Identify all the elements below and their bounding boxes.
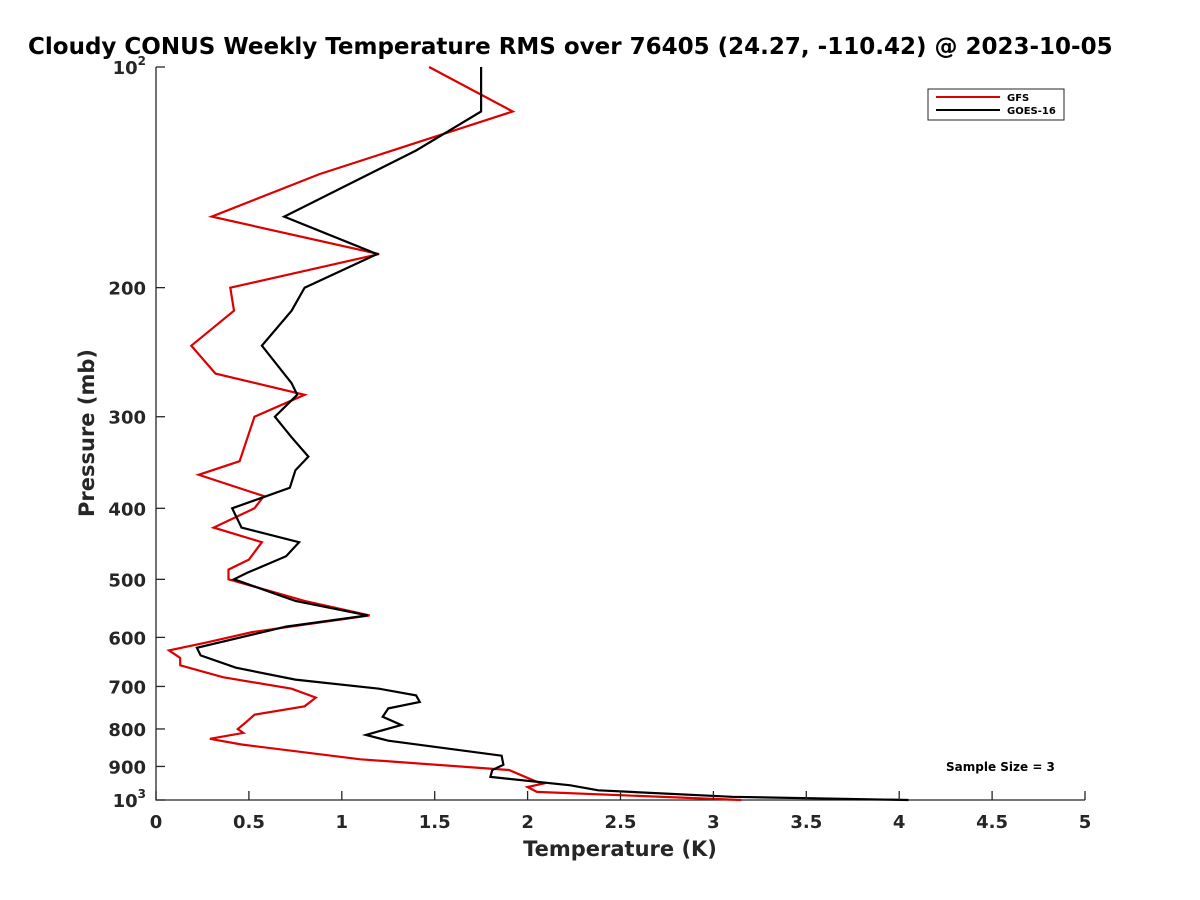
x-tick-label: 2.5: [605, 812, 637, 833]
x-ticks: 0 0.5 1 1.5 2 2.5 3 3.5 4 4.5 5: [150, 791, 1092, 833]
series-line-goes16: [195, 67, 909, 802]
y-tick-label: 300: [108, 408, 146, 429]
sample-size-annotation: Sample Size = 3: [946, 760, 1055, 774]
y-tick-label: 500: [108, 570, 146, 591]
legend-label-goes16: GOES-16: [1007, 106, 1056, 117]
x-axis-label: Temperature (K): [523, 837, 717, 861]
plot-area: 0 0.5 1 1.5 2 2.5 3 3.5 4 4.5 5 102 200 300 400 500 600…: [108, 54, 1091, 833]
y-tick-label: 102: [113, 54, 146, 79]
x-tick-label: 2: [521, 812, 534, 833]
y-tick-label: 400: [108, 499, 146, 520]
legend-label-gfs: GFS: [1007, 93, 1029, 104]
x-tick-label: 4.5: [976, 812, 1008, 833]
x-tick-label: 1: [336, 812, 349, 833]
y-tick-label: 700: [108, 677, 146, 698]
x-tick-label: 0: [150, 812, 163, 833]
y-ticks: 102 200 300 400 500 600 700 800 900 103: [108, 54, 165, 812]
legend: GFS GOES-16: [927, 88, 1065, 121]
y-tick-label: 200: [108, 279, 146, 300]
y-tick-label: 800: [108, 720, 146, 741]
legend-box: [927, 88, 1065, 121]
y-tick-label: 103: [113, 787, 146, 812]
series-layer: [166, 66, 909, 802]
series-line-gfs: [166, 66, 742, 802]
y-axis-label: Pressure (mb): [75, 349, 99, 517]
x-tick-label: 3: [707, 812, 720, 833]
x-tick-label: 3.5: [790, 812, 822, 833]
y-tick-label: 900: [108, 757, 146, 778]
x-tick-label: 1.5: [419, 812, 451, 833]
y-tick-label: 600: [108, 628, 146, 649]
x-tick-label: 0.5: [233, 812, 265, 833]
x-tick-label: 5: [1079, 812, 1092, 833]
chart-title: Cloudy CONUS Weekly Temperature RMS over…: [28, 34, 1113, 60]
x-tick-label: 4: [893, 812, 906, 833]
